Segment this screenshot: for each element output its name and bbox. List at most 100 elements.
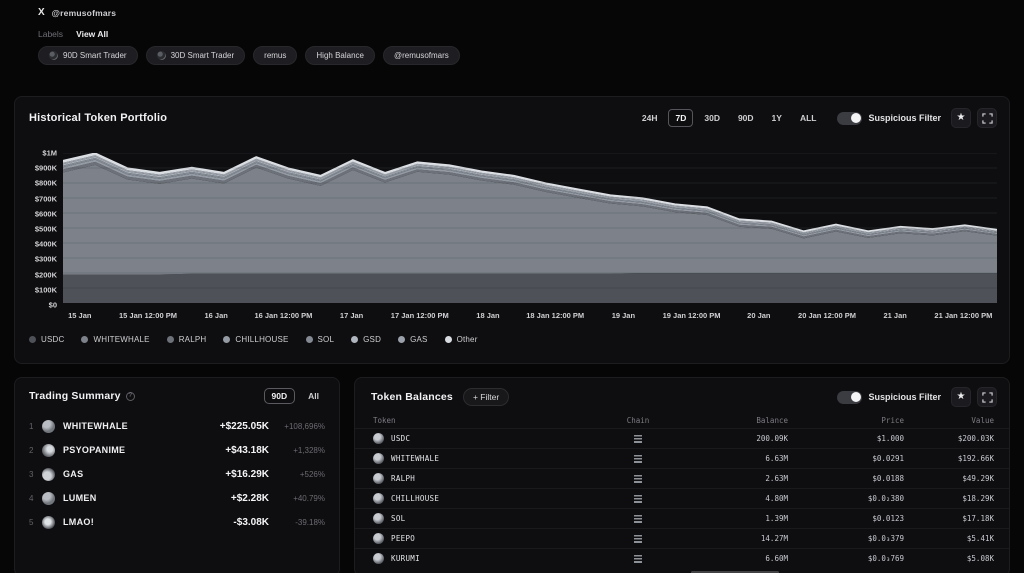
table-row[interactable]: WHITEWHALE 6.63M $0.0291 $192.66K <box>355 448 1009 468</box>
value-cell: $5.08K <box>966 554 994 563</box>
legend-dot-icon <box>398 336 406 343</box>
chain-cell <box>593 554 683 563</box>
table-row[interactable]: CHILLHOUSE 4.80M $0.0₂380 $18.29K <box>355 488 1009 508</box>
legend-label: CHILLHOUSE <box>235 335 289 344</box>
token-icon <box>373 533 384 544</box>
table-row[interactable]: PEEPO 14.27M $0.0₃379 $5.41K <box>355 528 1009 548</box>
range-button-90d[interactable]: 90D <box>737 113 754 123</box>
chart-title: Historical Token Portfolio <box>29 112 168 124</box>
toggle-knob <box>850 113 861 123</box>
favorite-button[interactable]: ★ <box>951 108 971 128</box>
legend-item-whitewhale[interactable]: WHITEWHALE <box>81 335 150 344</box>
range-button-all[interactable]: ALL <box>799 113 817 123</box>
summary-range-90d[interactable]: 90D <box>263 388 296 404</box>
legend-item-gsd[interactable]: GSD <box>351 335 381 344</box>
price-cell: $0.0188 <box>872 474 904 483</box>
summary-pnl-percent: -39.18% <box>295 517 325 527</box>
summary-row[interactable]: 4 LUMEN +$2.28K +40.79% <box>29 486 325 510</box>
token-name: PEEPO <box>391 534 416 543</box>
smart-trader-disc-icon <box>156 51 166 60</box>
summary-token-name: WHITEWHALE <box>63 421 128 431</box>
balance-cell: 6.63M <box>765 454 788 463</box>
x-tick-label: 17 Jan 12:00 PM <box>390 311 449 320</box>
suspicious-filter-toggle[interactable] <box>837 111 863 125</box>
range-button-1y[interactable]: 1Y <box>771 113 782 123</box>
token-cell: USDC <box>373 433 593 444</box>
summary-pnl-percent: +1,328% <box>293 445 325 455</box>
chain-cell <box>593 494 683 503</box>
token-balances-panel: Token Balances + Filter Suspicious Filte… <box>354 377 1010 573</box>
range-button-7d[interactable]: 7D <box>668 109 694 127</box>
chip-label: High Balance <box>316 51 364 60</box>
fullscreen-button[interactable] <box>977 108 997 128</box>
token-balances-table: Token Chain Balance Price Value USDC 200.09K $… <box>355 412 1009 568</box>
solana-chain-icon <box>634 454 642 463</box>
x-twitter-icon[interactable]: X <box>38 7 45 18</box>
legend-item-gas[interactable]: GAS <box>398 335 428 344</box>
range-button-30d[interactable]: 30D <box>704 113 720 123</box>
twitter-handle[interactable]: @remusofmars <box>51 7 117 18</box>
table-row[interactable]: USDC 200.09K $1.000 $200.03K <box>355 428 1009 448</box>
price-cell: $0.0123 <box>872 514 904 523</box>
token-icon <box>42 467 55 481</box>
label-chip[interactable]: High Balance <box>305 46 375 65</box>
token-cell: CHILLHOUSE <box>373 493 593 504</box>
token-icon <box>373 473 384 484</box>
table-row[interactable]: SOL 1.39M $0.0123 $17.18K <box>355 508 1009 528</box>
view-all-link[interactable]: View All <box>76 29 109 39</box>
chip-label: 30D Smart Trader <box>170 51 235 60</box>
legend-item-sol[interactable]: SOL <box>305 335 335 344</box>
summary-pnl-percent: +108,696% <box>284 421 325 431</box>
balances-suspicious-filter-toggle[interactable] <box>837 390 863 404</box>
summary-pnl-value: +$225.05K <box>219 420 269 432</box>
label-chip[interactable]: 90D Smart Trader <box>38 46 138 65</box>
summary-row[interactable]: 1 WHITEWHALE +$225.05K +108,696% <box>29 414 325 438</box>
token-cell: WHITEWHALE <box>373 453 593 464</box>
y-tick-label: $200K <box>34 270 57 280</box>
summary-rank: 4 <box>29 493 34 503</box>
range-button-24h[interactable]: 24H <box>641 113 658 123</box>
chip-label: @remusofmars <box>393 51 449 60</box>
column-header-price: Price <box>881 415 904 425</box>
summary-row[interactable]: 5 LMAO! -$3.08K -39.18% <box>29 510 325 534</box>
horizontal-scrollbar[interactable] <box>691 571 779 573</box>
summary-pnl-value: +$43.18K <box>225 444 269 456</box>
x-tick-label: 19 Jan 12:00 PM <box>662 311 721 320</box>
legend-item-ralph[interactable]: RALPH <box>166 335 207 344</box>
token-name: SOL <box>391 514 406 523</box>
x-tick-label: 19 Jan <box>611 311 636 320</box>
legend-label: USDC <box>41 335 65 344</box>
legend-label: Other <box>456 335 478 344</box>
trading-summary-panel: Trading Summary ? 90D All 1 WHITEWHALE +$22… <box>14 377 340 573</box>
y-tick-label: $100K <box>34 285 57 295</box>
y-tick-label: $1M <box>42 148 57 158</box>
add-filter-button[interactable]: + Filter <box>462 388 510 406</box>
token-icon <box>373 433 384 444</box>
legend-item-other[interactable]: Other <box>444 335 478 344</box>
label-chip[interactable]: 30D Smart Trader <box>145 46 246 65</box>
table-header-row: Token Chain Balance Price Value <box>355 412 1009 428</box>
table-row[interactable]: RALPH 2.63M $0.0188 $49.29K <box>355 468 1009 488</box>
balances-fullscreen-button[interactable] <box>977 387 997 407</box>
label-chip[interactable]: remus <box>253 46 298 65</box>
token-balances-header: Token Balances + Filter Suspicious Filte… <box>371 387 997 407</box>
summary-token-name: LUMEN <box>63 493 97 503</box>
legend-dot-icon <box>166 336 174 343</box>
summary-row[interactable]: 3 GAS +$16.29K +526% <box>29 462 325 486</box>
balance-cell: 6.60M <box>765 554 788 563</box>
label-chip[interactable]: @remusofmars <box>382 46 460 65</box>
labels-title: Labels <box>38 29 64 39</box>
profile-topbar: X @remusofmars <box>38 7 116 18</box>
chart-legend: USDC WHITEWHALE RALPH CHILLHOUSE SOL GSD GAS Ot… <box>29 335 478 344</box>
y-axis-labels: $1M $900K $800K $700K $600K $500K $400K $300K $2… <box>15 148 57 310</box>
token-balances-title: Token Balances <box>371 391 453 403</box>
legend-item-chillhouse[interactable]: CHILLHOUSE <box>223 335 288 344</box>
table-row[interactable]: KURUMI 6.60M $0.0₃769 $5.08K <box>355 548 1009 568</box>
balances-favorite-button[interactable]: ★ <box>951 387 971 407</box>
summary-row[interactable]: 2 PSYOPANIME +$43.18K +1,328% <box>29 438 325 462</box>
summary-range-all[interactable]: All <box>308 391 319 401</box>
legend-item-usdc[interactable]: USDC <box>29 335 64 344</box>
legend-dot-icon <box>444 336 452 343</box>
info-icon[interactable]: ? <box>125 391 135 401</box>
